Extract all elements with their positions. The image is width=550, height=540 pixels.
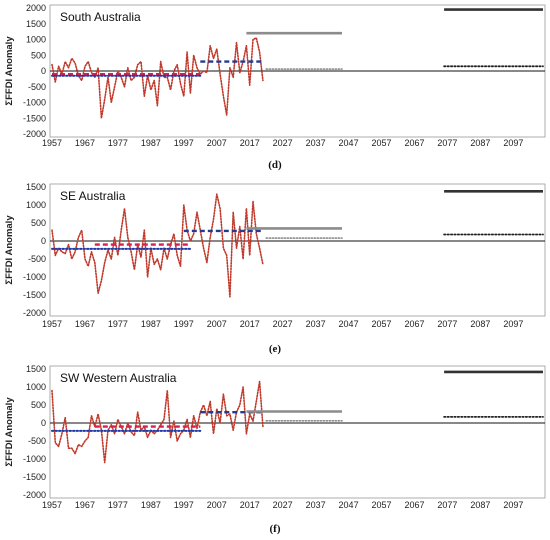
x-tick-label: 2007 (207, 500, 227, 510)
y-tick-label: 0 (41, 66, 46, 76)
x-tick-label: 1977 (108, 319, 128, 329)
x-tick-label: 2067 (404, 319, 424, 329)
y-tick-label: -1500 (23, 472, 46, 482)
x-tick-label: 1967 (75, 500, 95, 510)
panel-label: (f) (270, 523, 281, 535)
x-tick-label: 2047 (339, 500, 359, 510)
series-line-dotted-red (51, 380, 264, 464)
x-tick-label: 2027 (273, 319, 293, 329)
y-tick-label: 0 (41, 236, 46, 246)
x-tick-label: 1997 (174, 319, 194, 329)
y-tick-label: 1000 (26, 382, 46, 392)
x-tick-label: 2097 (503, 138, 523, 148)
x-tick-label: 2057 (372, 500, 392, 510)
x-tick-label: 1967 (75, 138, 95, 148)
y-tick-label: 500 (31, 218, 46, 228)
plot-frame (49, 183, 546, 317)
y-tick-label: 0 (41, 418, 46, 428)
x-tick-label: 1987 (141, 319, 161, 329)
y-tick-label: 1500 (26, 364, 46, 374)
chart-title: South Australia (60, 10, 141, 24)
chart-title: SE Australia (60, 189, 126, 203)
x-tick-label: 1967 (75, 319, 95, 329)
x-tick-label: 2057 (372, 138, 392, 148)
y-tick-label: -1000 (23, 98, 46, 108)
x-tick-label: 2067 (404, 138, 424, 148)
y-tick-label: -2000 (23, 490, 46, 500)
y-tick-label: 1000 (26, 35, 46, 45)
x-tick-label: 2007 (207, 138, 227, 148)
y-axis-label: ΣFFDI Anomaly (4, 215, 15, 285)
panel-label: (d) (268, 159, 282, 171)
x-tick-label: 2067 (404, 500, 424, 510)
x-tick-label: 2027 (273, 138, 293, 148)
x-tick-label: 2047 (339, 319, 359, 329)
y-axis-label: ΣFFDI Anomaly (4, 36, 15, 106)
x-tick-label: 2077 (437, 500, 457, 510)
chart-title: SW Western Australia (60, 371, 177, 385)
x-tick-label: 1957 (42, 319, 62, 329)
y-tick-label: -1500 (23, 290, 46, 300)
series-line-dotted-red (51, 37, 264, 120)
y-tick-label: -500 (28, 436, 46, 446)
x-tick-label: 1957 (42, 138, 62, 148)
x-tick-label: 2077 (437, 319, 457, 329)
y-tick-label: 500 (31, 50, 46, 60)
y-tick-label: -500 (28, 254, 46, 264)
x-tick-label: 2037 (306, 500, 326, 510)
x-tick-label: 2007 (207, 319, 227, 329)
y-tick-label: 1000 (26, 200, 46, 210)
x-tick-label: 2047 (339, 138, 359, 148)
y-axis-label: ΣFFDI Anomaly (4, 397, 15, 467)
x-tick-label: 1997 (174, 500, 194, 510)
x-tick-label: 2037 (306, 319, 326, 329)
series-line-dotted-red (51, 193, 264, 298)
x-tick-label: 1997 (174, 138, 194, 148)
x-tick-label: 2057 (372, 319, 392, 329)
x-tick-label: 2097 (503, 500, 523, 510)
x-tick-label: 2017 (240, 138, 260, 148)
x-tick-label: 2017 (240, 319, 260, 329)
x-tick-label: 2087 (470, 319, 490, 329)
x-tick-label: 2037 (306, 138, 326, 148)
panel-label: (e) (269, 343, 282, 355)
x-tick-label: 1987 (141, 500, 161, 510)
x-tick-label: 2097 (503, 319, 523, 329)
y-tick-label: -2000 (23, 129, 46, 139)
x-tick-label: 1977 (108, 500, 128, 510)
x-tick-label: 2027 (273, 500, 293, 510)
x-tick-label: 1957 (42, 500, 62, 510)
plot-frame (49, 365, 546, 499)
y-tick-label: -1000 (23, 454, 46, 464)
y-tick-label: -2000 (23, 308, 46, 318)
x-tick-label: 2087 (470, 500, 490, 510)
x-tick-label: 2087 (470, 138, 490, 148)
x-tick-label: 2077 (437, 138, 457, 148)
y-tick-label: -1000 (23, 272, 46, 282)
y-tick-label: 1500 (26, 182, 46, 192)
y-tick-label: -500 (28, 82, 46, 92)
y-tick-label: 1500 (26, 19, 46, 29)
y-tick-label: 2000 (26, 3, 46, 13)
x-tick-label: 1977 (108, 138, 128, 148)
y-tick-label: 500 (31, 400, 46, 410)
x-tick-label: 2017 (240, 500, 260, 510)
y-tick-label: -1500 (23, 113, 46, 123)
x-tick-label: 1987 (141, 138, 161, 148)
